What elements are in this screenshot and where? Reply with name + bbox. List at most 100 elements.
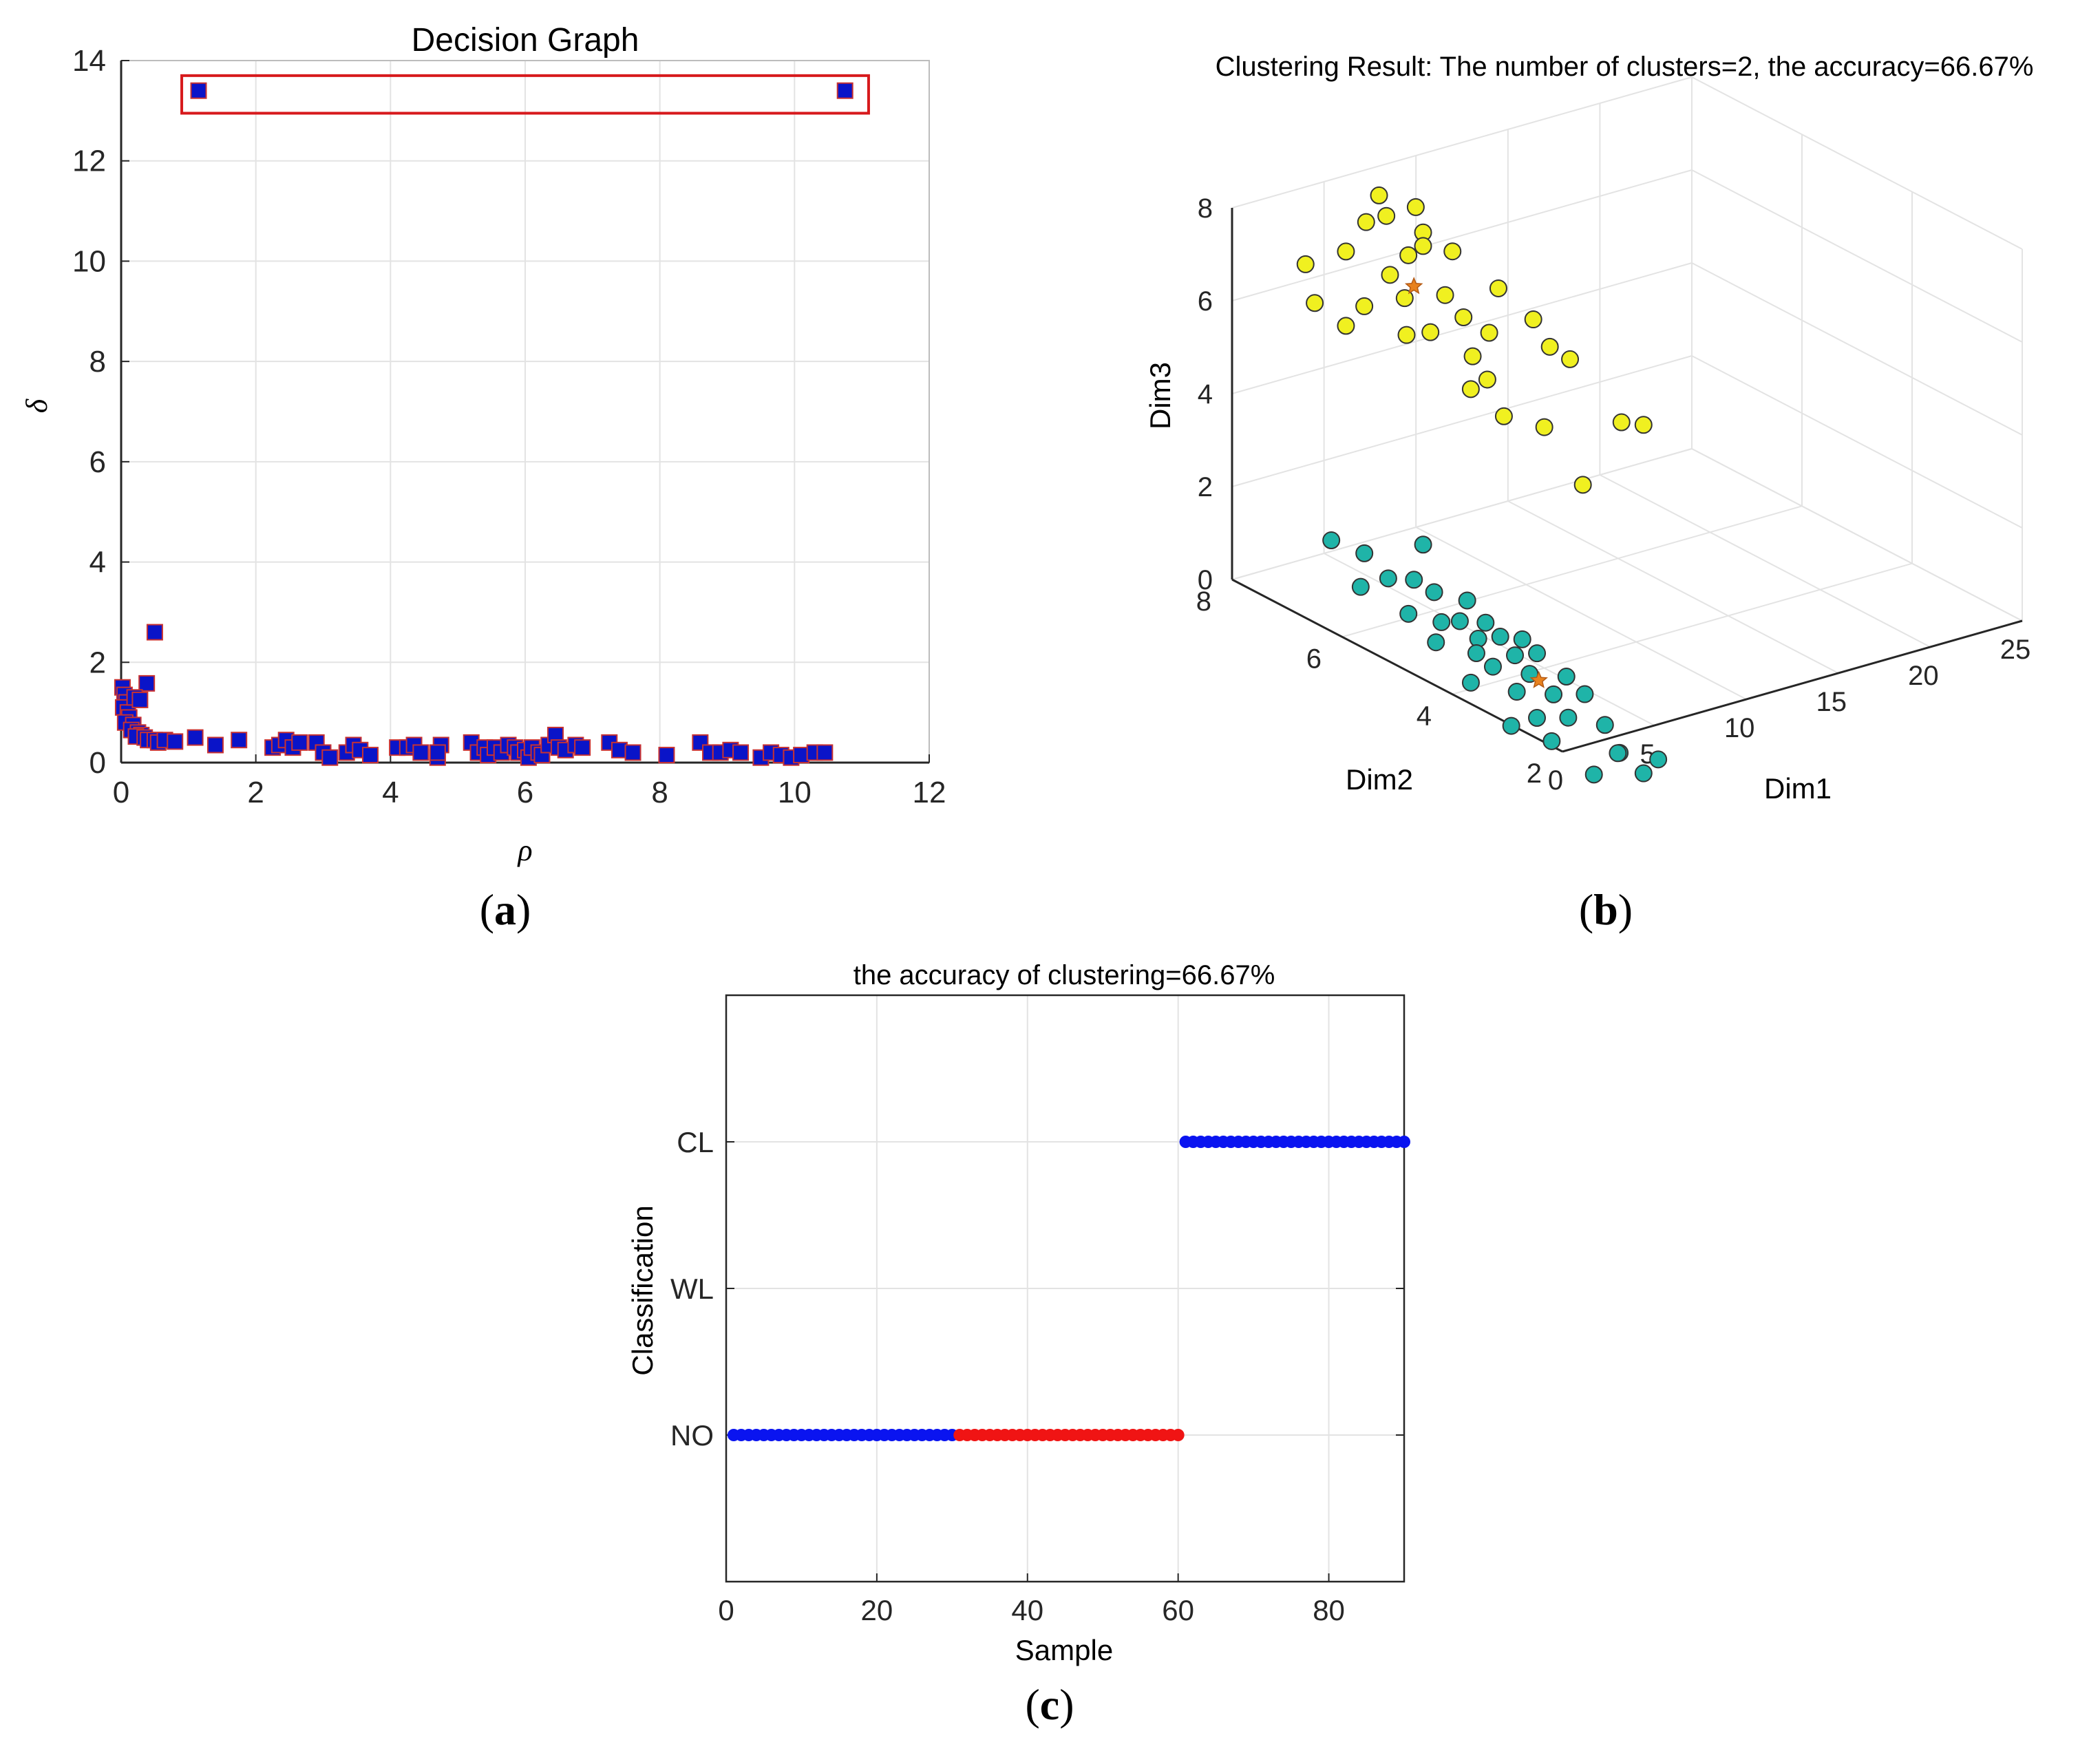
z-axis-label: Dim3 [1144, 362, 1176, 429]
cluster-point [1461, 380, 1480, 399]
cluster-point [1528, 709, 1547, 727]
y-tick-label: NO [670, 1419, 714, 1452]
side-wall-grid-line [1691, 448, 2023, 622]
chart-title: Decision Graph [412, 22, 639, 59]
cluster-point [1450, 612, 1469, 630]
y-tick-label: 14 [72, 44, 106, 78]
data-point [167, 733, 184, 750]
back-wall-grid-line [1231, 169, 1693, 301]
data-point [624, 744, 641, 761]
cluster-point [1483, 657, 1502, 676]
cluster-point [1399, 246, 1418, 264]
cluster-point [1397, 326, 1416, 344]
chart-title: the accuracy of clustering=66.67% [853, 960, 1275, 990]
cluster-point [1478, 370, 1496, 389]
x-tick-label: 4 [382, 776, 399, 809]
cluster-point [1542, 732, 1561, 750]
data-point [816, 744, 834, 761]
x-tick-label: 2 [247, 776, 264, 809]
dim2-tick-label: 6 [1306, 644, 1322, 674]
dim3-tick-label: 2 [1198, 472, 1213, 502]
axis-ticks: 0 2 4 6 8 10 12 0 2 4 6 8 10 12 14 [72, 44, 946, 809]
cluster-point [1443, 242, 1462, 261]
data-point [291, 734, 308, 751]
cluster-point [1405, 571, 1423, 589]
cluster-point [1576, 685, 1594, 703]
cluster-point [1377, 206, 1396, 225]
cluster-point [1381, 266, 1399, 284]
cluster-point [1507, 683, 1526, 701]
cluster-point [1370, 186, 1388, 204]
side-wall-grid-line [1691, 76, 2023, 250]
data-points [114, 82, 853, 766]
cluster-point [1337, 317, 1355, 335]
cluster-point [1414, 535, 1432, 554]
cluster-point [1395, 289, 1414, 308]
y-tick-label: CL [677, 1126, 714, 1158]
dim3-tick-label: 4 [1198, 379, 1213, 410]
side-wall-grid-line [1691, 355, 2023, 529]
floor-grid-line [1324, 553, 1655, 726]
x-tick-label: 0 [718, 1594, 734, 1626]
cluster-point [1502, 716, 1520, 735]
grid-lines [120, 60, 930, 763]
y-tick-label: WL [670, 1273, 714, 1305]
panel-letter: b [1593, 885, 1618, 934]
back-wall-grid-line [1231, 355, 1693, 487]
data-point [321, 749, 339, 766]
x-axis-label: Sample [1015, 1634, 1113, 1666]
dim3-tick-label: 8 [1198, 193, 1213, 224]
y-tick-label: 12 [72, 145, 106, 178]
dim3-tick-label: 6 [1198, 286, 1213, 317]
cluster-point [1467, 644, 1485, 663]
dim3-tick-label: 0 [1198, 565, 1213, 595]
cluster-point [1535, 418, 1553, 436]
grid-lines [725, 995, 1404, 1582]
decision-graph-chart: 0 2 4 6 8 10 12 0 2 4 6 8 10 12 14 Decision Graph ρ δ [20, 22, 946, 867]
cluster-point [1425, 583, 1443, 602]
dim1-tick-label: 25 [2000, 635, 2031, 665]
cluster-point [1432, 613, 1451, 631]
side-wall-grid-line [1691, 169, 2023, 343]
cluster-point [1612, 413, 1631, 432]
cluster-point [1489, 279, 1507, 297]
cluster-point [1584, 765, 1603, 784]
y-axis-label: δ [20, 398, 54, 413]
cluster-point [1351, 577, 1370, 596]
data-point [412, 744, 429, 761]
back-wall-grid-line [1231, 448, 1693, 580]
back-wall-grid-line [1231, 262, 1693, 394]
cluster-point [1649, 750, 1668, 769]
x-tick-label: 20 [861, 1594, 893, 1626]
cluster-point [1634, 416, 1653, 434]
dim1-tick-label: 15 [1816, 687, 1847, 717]
cluster-point [1461, 673, 1480, 692]
axis-ticks: 0 20 40 60 80 NO WL CL [670, 1126, 1404, 1626]
cluster-point [1528, 644, 1547, 663]
cluster-point [1524, 310, 1542, 329]
x-tick-label: 60 [1162, 1594, 1194, 1626]
side-wall-grid-line [1691, 262, 2023, 436]
data-point [574, 739, 591, 756]
data-point [146, 624, 163, 641]
y-tick-label: 10 [72, 244, 106, 278]
cluster-point [1406, 198, 1425, 216]
cluster-point [1545, 685, 1563, 703]
dim2-tick-label: 4 [1417, 701, 1432, 732]
cluster-point [1357, 213, 1375, 231]
cluster-point [1427, 633, 1445, 652]
dim1-axis-line [1562, 619, 2023, 753]
dim1-tick-label: 0 [1548, 765, 1563, 796]
x-tick-label: 40 [1011, 1594, 1043, 1626]
cluster-point [1355, 297, 1374, 315]
cluster-point [1480, 323, 1498, 342]
x-tick-label: 0 [113, 776, 129, 809]
data-point [429, 744, 446, 761]
cluster-point [1355, 544, 1374, 562]
cluster-point [1296, 255, 1315, 273]
cluster-point [1476, 613, 1495, 632]
cluster-point [1436, 286, 1454, 304]
x-axis-label: ρ [516, 833, 532, 867]
